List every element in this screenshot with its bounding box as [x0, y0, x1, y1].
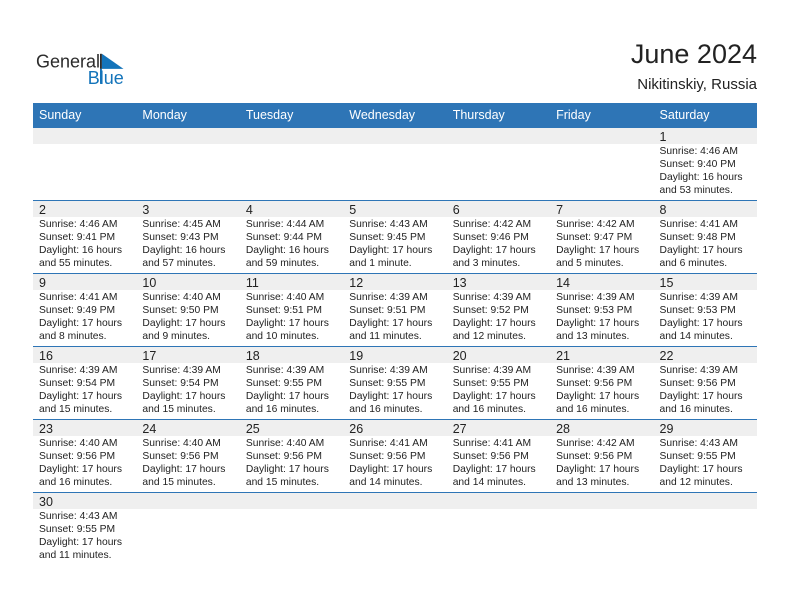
svg-text:Blue: Blue: [88, 68, 124, 88]
